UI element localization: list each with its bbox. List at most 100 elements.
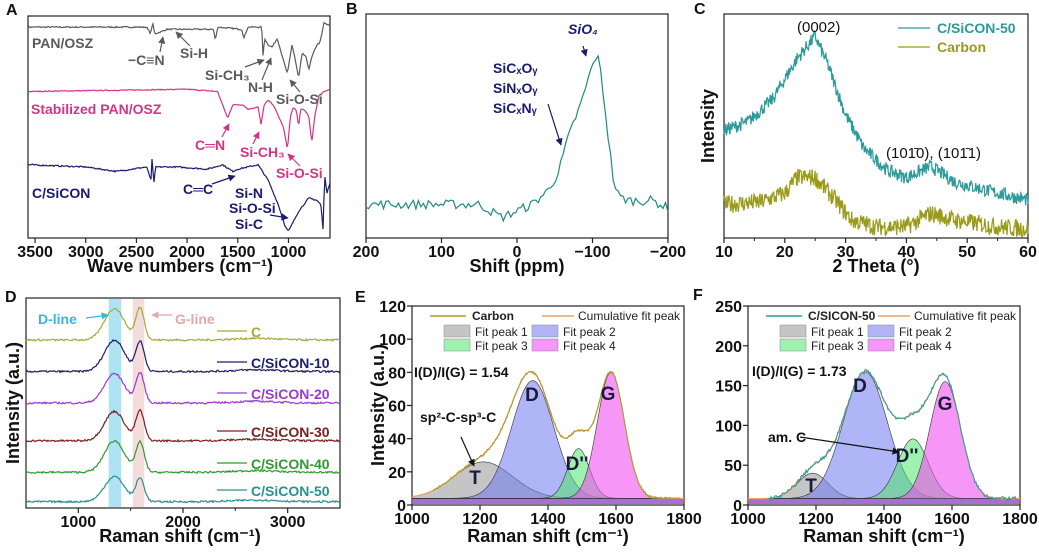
legend-label: Fit peak 3	[475, 339, 528, 353]
ftir-annotation: Si-CH₃	[205, 67, 250, 83]
x-tick-label: 1000	[61, 514, 97, 531]
ftir-annotation: Si-O-Si	[276, 91, 323, 107]
legend-label: Carbon	[937, 39, 986, 55]
annotation-arrow	[269, 213, 289, 221]
panel-letter: F	[693, 287, 703, 304]
legend-label: C/SiCON-50	[937, 20, 1016, 36]
xrd-line-0	[723, 30, 1029, 206]
species-annotation: SiCₓNᵧ	[493, 100, 538, 116]
x-tick-label: 3000	[68, 244, 104, 261]
legend-swatch	[443, 324, 471, 338]
x-tick-label: 1400	[866, 511, 902, 528]
legend-label: C/SICON-50	[808, 309, 876, 323]
x-tick-label: 200	[353, 244, 380, 261]
peak-annotation: am. C	[768, 429, 806, 445]
peak-annotation: sp²-C-sp³-C	[420, 409, 496, 425]
y-axis-label: Intensity	[698, 89, 718, 163]
x-tick-label: 60	[1019, 244, 1037, 261]
raman-line-3	[25, 408, 341, 443]
x-axis-label: 2 Theta (°)	[832, 256, 919, 276]
x-tick-label: 1200	[798, 511, 834, 528]
d-line-label: D-line	[38, 311, 77, 327]
legend-swatch	[531, 324, 559, 338]
ftir-annotation: C═C	[183, 181, 213, 197]
x-tick-label: 1600	[598, 511, 634, 528]
y-axis-label: Intensity (a.u.)	[3, 342, 23, 464]
peak-label: T	[805, 476, 817, 497]
ftir-annotation: N-H	[248, 79, 273, 95]
legend-label: C/SiCON-30	[251, 424, 330, 440]
panel-letter: B	[346, 1, 358, 18]
raman-line-1	[25, 339, 341, 374]
ftir-annotation: C═N	[195, 137, 225, 153]
x-tick-label: −100	[574, 244, 610, 261]
x-tick-label: 3500	[17, 244, 53, 261]
raman-line-2	[25, 371, 341, 405]
legend-label: Carbon	[472, 309, 514, 323]
y-tick-label: 60	[388, 399, 406, 416]
x-tick-label: 1500	[220, 244, 256, 261]
x-tick-label: 40	[898, 244, 916, 261]
y-tick-label: 100	[715, 418, 742, 435]
y-tick-label: 50	[724, 458, 742, 475]
panel-letter: A	[6, 2, 18, 19]
annotation-arrow	[580, 45, 588, 57]
x-tick-label: −200	[650, 244, 686, 261]
peak-label: D''	[566, 454, 589, 475]
annotation-arrow	[547, 103, 563, 146]
baseline-band	[749, 498, 1019, 504]
x-tick-label: 1400	[530, 511, 566, 528]
legend-label: C/SiCON-10	[251, 355, 330, 371]
ftir-annotation: Si-C	[235, 216, 263, 232]
raman-line-4	[25, 439, 341, 475]
legend-swatch	[867, 324, 895, 338]
plot-frame	[27, 15, 331, 239]
annotation-arrow	[261, 57, 272, 81]
legend-swatch	[779, 324, 807, 338]
ftir-annotation: C/SiCON	[32, 185, 90, 201]
peak-annotation: (101̄0), (101̄1)	[886, 145, 981, 162]
y-tick-label: 0	[397, 498, 406, 515]
raman-line-0	[25, 306, 341, 343]
x-tick-label: 1600	[934, 511, 970, 528]
y-tick-label: 120	[379, 299, 406, 316]
annotation-arrow	[158, 36, 166, 53]
legend-label: C/SiCON-20	[251, 386, 330, 402]
y-tick-label: 200	[715, 339, 742, 356]
x-tick-label: 50	[958, 244, 976, 261]
legend-label: Cumulative fit peak	[914, 309, 1017, 323]
g-line-label: G-line	[175, 311, 215, 327]
legend-swatch	[443, 338, 471, 352]
x-tick-label: 10	[715, 244, 733, 261]
intensity-ratio-label: I(D)/I(G) = 1.73	[752, 363, 847, 379]
nmr-line	[365, 54, 669, 223]
panel-letter: E	[355, 289, 366, 306]
annotation-arrow	[211, 174, 236, 185]
x-tick-label: 1800	[1002, 511, 1038, 528]
x-tick-label: 30	[837, 244, 855, 261]
peak-annotation: (0002)	[797, 19, 840, 36]
panel-letter: C	[694, 1, 706, 18]
x-tick-label: 2500	[119, 244, 155, 261]
legend-label: Fit peak 4	[899, 339, 952, 353]
y-tick-label: 20	[388, 465, 406, 482]
y-tick-label: 40	[388, 432, 406, 449]
xrd-line-1	[723, 168, 1029, 238]
legend-label: Fit peak 1	[811, 325, 864, 339]
legend-label: Fit peak 2	[899, 325, 952, 339]
plot-frame	[365, 13, 669, 239]
x-tick-label: 20	[776, 244, 794, 261]
legend-label: C/SiCON-40	[251, 456, 330, 472]
y-tick-label: 150	[715, 379, 742, 396]
legend-label: Fit peak 1	[475, 325, 528, 339]
ftir-annotation: Stabilized PAN/OSZ	[31, 101, 162, 117]
legend-label: Cumulative fit peak	[578, 309, 681, 323]
x-tick-label: 0	[513, 244, 522, 261]
annotation-arrow	[221, 123, 230, 138]
x-axis-label: Shift (ppm)	[470, 256, 565, 276]
legend-swatch	[867, 338, 895, 352]
legend-label: Fit peak 3	[811, 339, 864, 353]
y-tick-label: 100	[379, 332, 406, 349]
measured-line	[768, 369, 1017, 502]
peak-label: G	[938, 394, 953, 415]
